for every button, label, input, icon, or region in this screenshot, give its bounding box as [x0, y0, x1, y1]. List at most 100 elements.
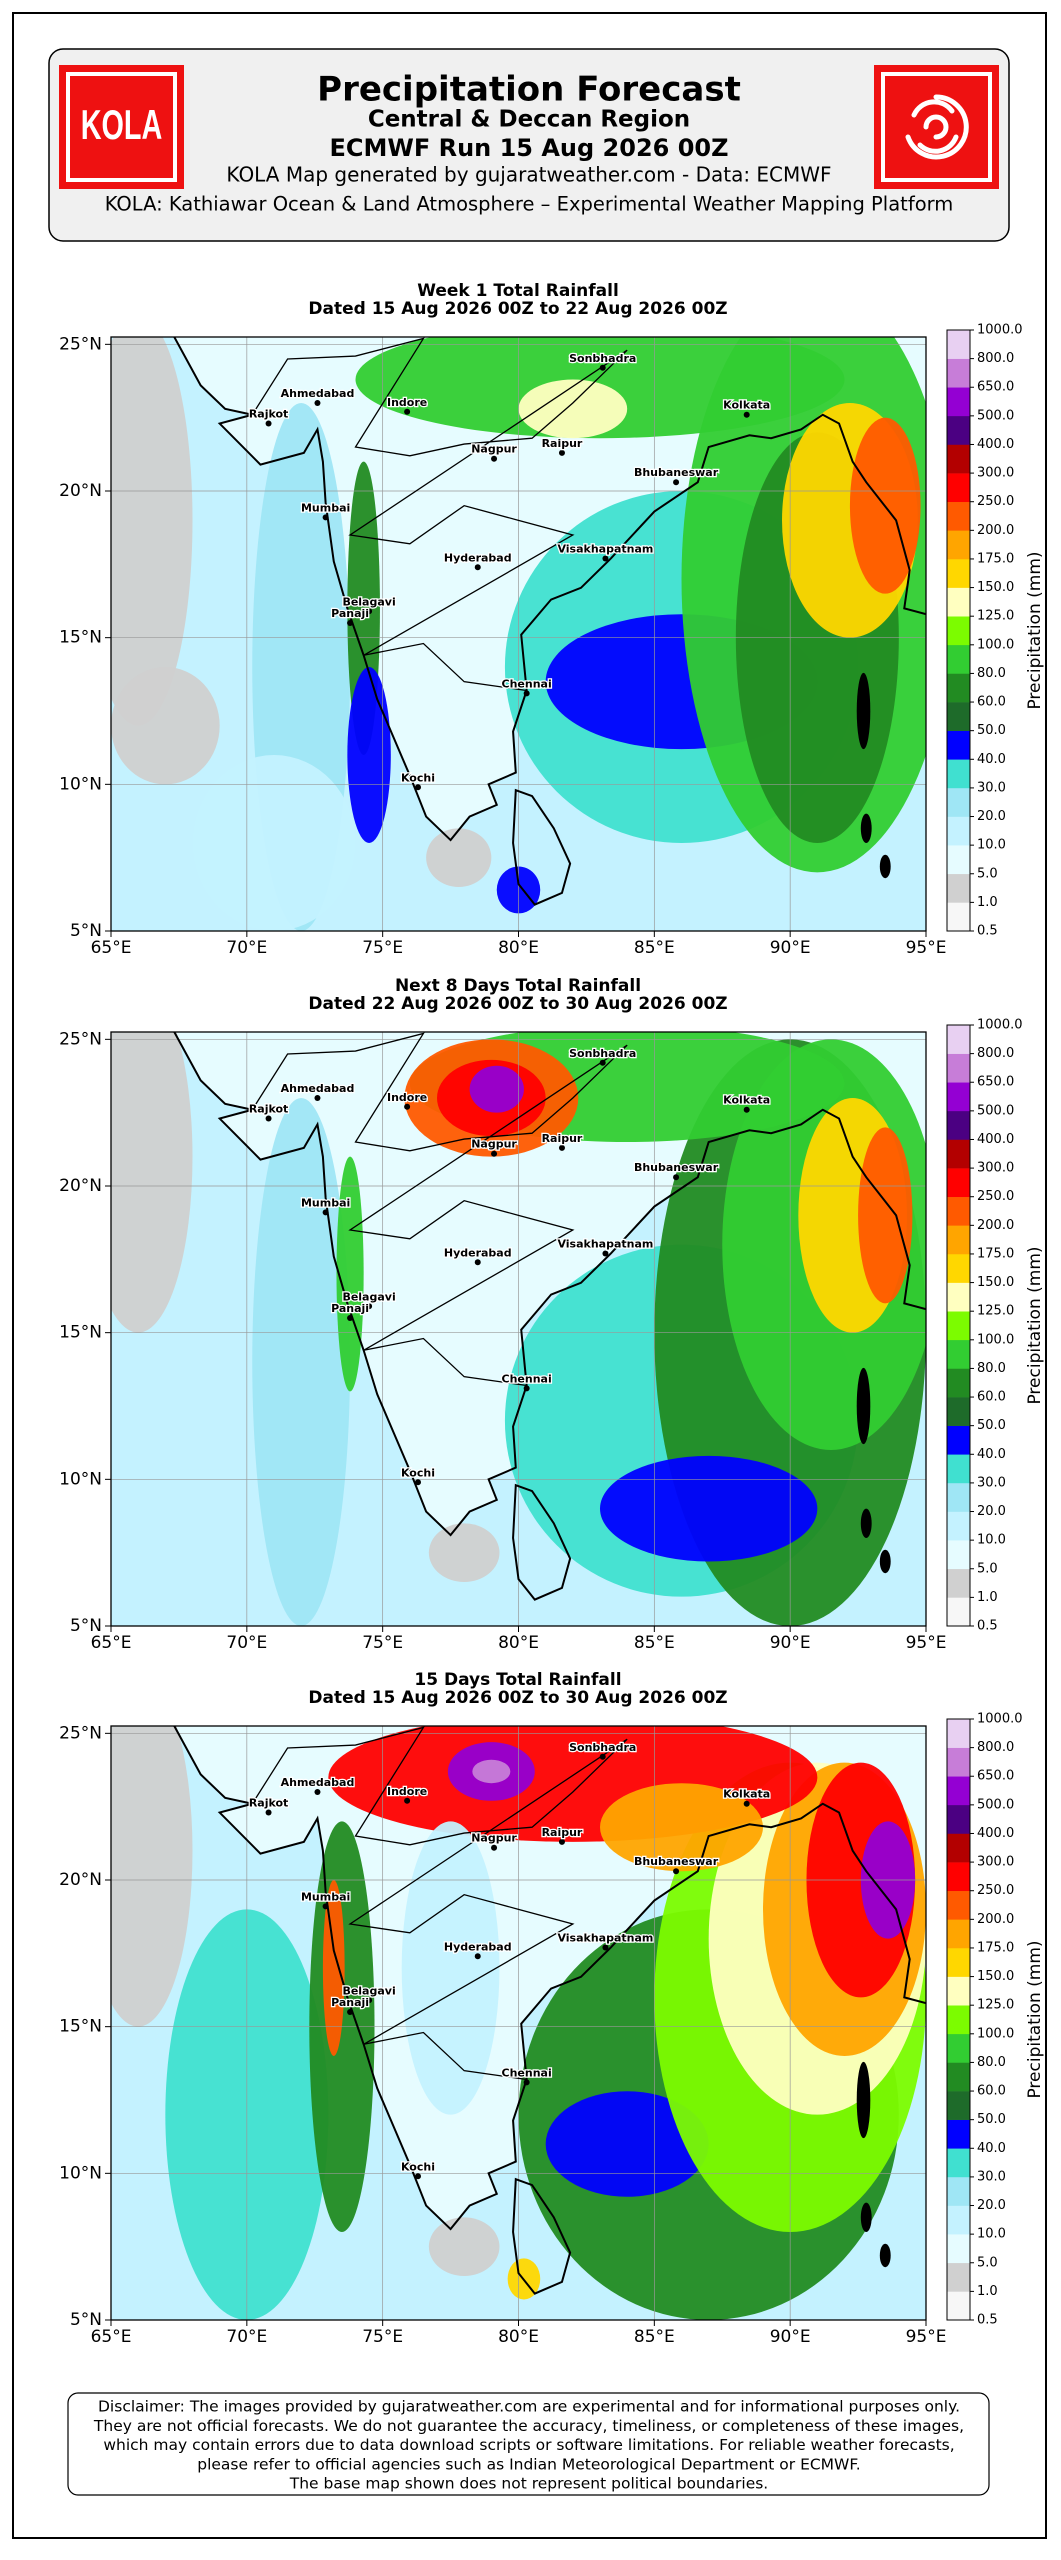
- city-dot: [673, 479, 680, 486]
- colorbar-label: 150.0: [977, 1275, 1014, 1290]
- colorbar-label: 10.0: [977, 838, 1006, 853]
- city-dot: [599, 1059, 606, 1066]
- colorbar-label: 800.0: [977, 1740, 1014, 1755]
- city-dot: [414, 784, 421, 791]
- city-label: Nagpur: [471, 1138, 517, 1151]
- logo-bg: [874, 65, 999, 189]
- colorbar-bin: [947, 444, 970, 474]
- rain-area: [111, 337, 193, 726]
- colorbar-bin: [947, 2033, 970, 2063]
- colorbar-bin: [947, 2262, 970, 2292]
- colorbar-bin: [947, 473, 970, 503]
- border: [251, 1032, 628, 1387]
- city-label: Ahmedabad: [281, 1082, 355, 1095]
- colorbar-label: 0.5: [977, 2313, 998, 2328]
- city-dot: [523, 1385, 530, 1392]
- colorbar-bin: [947, 2176, 970, 2206]
- city-label: Raipur: [542, 437, 583, 450]
- lon-tick-label: 75°E: [362, 938, 403, 958]
- colorbar-frame: [946, 1718, 971, 2321]
- colorbar-label: 800.0: [977, 1046, 1014, 1061]
- lat-tick-label: 20°N: [59, 1870, 102, 1890]
- colorbar-label: 100.0: [977, 2026, 1014, 2041]
- colorbar-frame: [946, 329, 971, 932]
- colorbar-bin: [947, 1110, 970, 1140]
- lon-tick-label: 95°E: [906, 1633, 947, 1653]
- lon-tick-label: 90°E: [770, 1633, 811, 1653]
- island: [860, 813, 872, 843]
- rain-area: [111, 1032, 193, 1333]
- lon-tick-label: 85°E: [634, 938, 675, 958]
- colorbar-title: Precipitation (mm): [1025, 551, 1045, 709]
- lon-tick-label: 80°E: [498, 1633, 539, 1653]
- run-label: ECMWF Run 15 Aug 2026 00Z: [329, 134, 728, 162]
- colorbar-label: 500.0: [977, 1103, 1014, 1118]
- city-label: Hyderabad: [444, 551, 512, 564]
- colorbar-bin: [947, 1168, 970, 1198]
- rain-area: [426, 828, 492, 888]
- page-border: [12, 12, 1047, 2539]
- city-label: Bhubaneswar: [634, 1855, 719, 1868]
- coastline: [173, 1726, 926, 2231]
- lon-tick-label: 95°E: [906, 938, 947, 958]
- colorbar-bin: [947, 387, 970, 417]
- logo-text: KOLA: [81, 102, 163, 148]
- lon-tick-label: 85°E: [634, 1633, 675, 1653]
- city-dot: [558, 449, 565, 456]
- colorbar-label: 500.0: [977, 408, 1014, 423]
- colorbar-bin: [947, 1511, 970, 1541]
- city-label: Belagavi: [342, 1290, 395, 1303]
- colorbar-label: 125.0: [977, 609, 1014, 624]
- colorbar-bin: [947, 587, 970, 617]
- colorbar-bin: [947, 1919, 970, 1949]
- colorbar-label: 250.0: [977, 1883, 1014, 1898]
- city-dot: [673, 1174, 680, 1181]
- city-dot: [404, 1797, 411, 1804]
- colorbar-label: 150.0: [977, 1969, 1014, 1984]
- island: [856, 1367, 871, 1445]
- city-label: Raipur: [542, 1826, 583, 1839]
- logo-bg: [59, 65, 184, 189]
- city-dot: [474, 564, 481, 571]
- city-dot: [558, 1144, 565, 1151]
- rain-area: [401, 1821, 500, 2115]
- colorbar-label: 20.0: [977, 2198, 1006, 2213]
- city-dot: [414, 1479, 421, 1486]
- colorbar-bin: [947, 1804, 970, 1834]
- city-label: Visakhapatnam: [557, 542, 653, 555]
- lat-tick-label: 15°N: [59, 1323, 102, 1343]
- colorbar-bin: [947, 1339, 970, 1369]
- island: [860, 2202, 872, 2232]
- colorbar-bin: [947, 2119, 970, 2149]
- city-dot: [491, 455, 498, 462]
- city-dot: [602, 555, 609, 562]
- city-label: Kolkata: [723, 1094, 770, 1107]
- lat-tick-label: 20°N: [59, 481, 102, 501]
- rain-area: [545, 2091, 709, 2197]
- island: [856, 2061, 871, 2139]
- colorbar-bin: [947, 2091, 970, 2120]
- colorbar-label: 1000.0: [977, 1712, 1023, 1727]
- map-title: Week 1 Total Rainfall: [417, 281, 619, 301]
- rain-area: [336, 1156, 364, 1392]
- city-label: Bhubaneswar: [634, 466, 719, 479]
- colorbar-bin: [947, 1890, 970, 1920]
- city-label: Panaji: [331, 607, 369, 620]
- city-dot: [322, 514, 329, 521]
- credit-line: KOLA Map generated by gujaratweather.com…: [226, 163, 831, 187]
- city-dot: [491, 1844, 498, 1851]
- colorbar-label: 125.0: [977, 1998, 1014, 2013]
- disclaimer-line: please refer to official agencies such a…: [197, 2455, 861, 2473]
- sri-lanka: [512, 1483, 572, 1601]
- colorbar-label: 20.0: [977, 809, 1006, 824]
- colorbar-bin: [947, 1311, 970, 1341]
- colorbar-label: 5.0: [977, 866, 998, 881]
- lon-tick-label: 75°E: [362, 1633, 403, 1653]
- colorbar-label: 10.0: [977, 1533, 1006, 1548]
- city-label: Nagpur: [471, 1832, 517, 1845]
- city-label: Bhubaneswar: [634, 1161, 719, 1174]
- colorbar-bin: [947, 1719, 970, 1748]
- colorbar-bin: [947, 644, 970, 674]
- city-label: Hyderabad: [444, 1246, 512, 1259]
